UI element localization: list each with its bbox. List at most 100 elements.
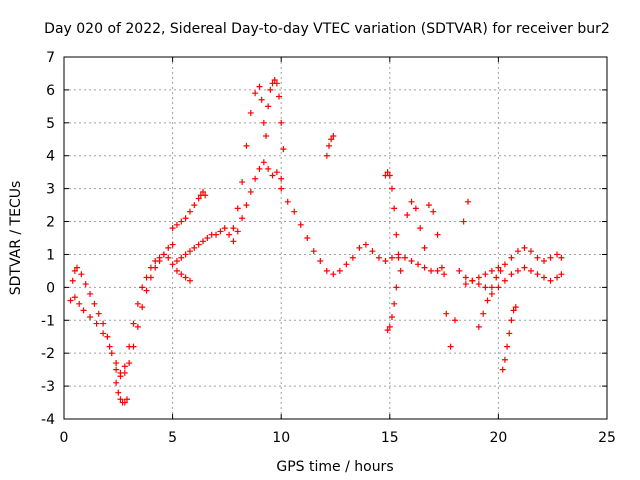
data-point-arc-d (239, 215, 246, 222)
data-point-arc-h (386, 172, 393, 179)
y-tick-label: 1 (46, 247, 55, 263)
data-point-arc-b (156, 258, 163, 265)
data-point-arc-b (147, 274, 154, 281)
data-point-arc-b (91, 300, 98, 307)
data-point-arc-k (508, 254, 515, 261)
x-tick-label: 25 (598, 430, 616, 446)
axis-ticks: 0 5 10 15 20 25 -4 -3 -2 -1 0 1 2 3 4 5 6 7 (41, 50, 616, 446)
data-point-arc-b (126, 360, 133, 367)
data-point-arc-b (108, 350, 115, 357)
data-point-arc-a (169, 261, 176, 268)
data-point-arc-a (67, 297, 74, 304)
y-tick-label: 5 (46, 116, 55, 132)
data-point-arc-l (558, 271, 565, 278)
data-point-arc-j (438, 264, 445, 271)
data-point-arc-dip (115, 389, 122, 396)
data-point-arc-a (178, 271, 185, 278)
data-point-arc-f (323, 267, 330, 274)
data-point-arc-j (430, 208, 437, 215)
data-point-arc-l (527, 267, 534, 274)
data-point-arc-d (191, 244, 198, 251)
data-point-arc-m (493, 274, 500, 281)
data-point-arc-f (402, 254, 409, 261)
data-point-arc-f (284, 198, 291, 205)
data-point-arc-l (541, 274, 548, 281)
data-point-arc-j (421, 244, 428, 251)
data-point-arc-e (278, 119, 285, 126)
data-point-arc-e (260, 119, 267, 126)
data-point-arc-b (69, 277, 76, 284)
data-point-arc-dip (113, 379, 120, 386)
data-point-arc-e (267, 86, 274, 93)
data-point-arc-e (234, 205, 241, 212)
data-point-arc-m (484, 297, 491, 304)
data-point-arc-k (475, 274, 482, 281)
y-tick-label: 4 (46, 149, 55, 165)
data-point-arc-d (221, 225, 228, 232)
data-point-arc-b (82, 281, 89, 288)
data-point-arc-k (462, 281, 469, 288)
data-point-arc-k (541, 258, 548, 265)
y-axis-label: SDTVAR / TECUs (8, 181, 24, 296)
data-point-arc-a (100, 330, 107, 337)
data-point-arc-a (130, 320, 137, 327)
data-point-arc-e (265, 103, 272, 110)
data-point-arc-l (547, 277, 554, 284)
data-point-arc-b (87, 290, 94, 297)
data-point-arc-d (260, 159, 267, 166)
data-point-arc-l (482, 284, 489, 291)
data-point-arc-i (384, 327, 391, 334)
data-point-arc-n (504, 343, 511, 350)
data-point-arc-dip (123, 396, 130, 403)
data-point-arc-k (554, 251, 561, 258)
data-point-arc-l (495, 284, 502, 291)
data-point-arc-a (186, 277, 193, 284)
data-point-arc-m (488, 284, 495, 291)
data-point-arc-b (117, 373, 124, 380)
data-point-arc-i (386, 323, 393, 330)
data-point-arc-e (258, 96, 265, 103)
data-point-arc-n (512, 304, 519, 311)
data-point-arc-k (495, 264, 502, 271)
data-point-arc-h (395, 254, 402, 261)
data-point-arc-h (388, 185, 395, 192)
data-point-arc-c (178, 218, 185, 225)
data-point-arc-j (404, 211, 411, 218)
data-point-arc-h (384, 169, 391, 176)
data-point-arc-b (104, 333, 111, 340)
data-point-arc-c (182, 215, 189, 222)
data-point-arc-d (269, 172, 276, 179)
data-point-arc-j (464, 198, 471, 205)
data-point-arc-f (349, 254, 356, 261)
data-point-arc-j (434, 231, 441, 238)
data-point-arc-f (428, 267, 435, 274)
x-tick-label: 10 (272, 430, 290, 446)
y-tick-label: -4 (41, 412, 55, 428)
chart-title: Day 020 of 2022, Sidereal Day-to-day VTE… (44, 21, 610, 37)
data-point-arc-c (173, 221, 180, 228)
data-point-arc-l (554, 274, 561, 281)
data-point-arc-e (271, 77, 278, 84)
data-point-arc-j (408, 198, 415, 205)
data-point-arc-b (152, 264, 159, 271)
y-tick-label: 6 (46, 83, 55, 99)
data-point-arc-k (547, 254, 554, 261)
data-point-arc-a (121, 363, 128, 370)
data-point-arc-b (78, 271, 85, 278)
data-point-arc-f (291, 208, 298, 215)
x-tick-label: 0 (60, 430, 69, 446)
data-point-arc-l (534, 271, 541, 278)
data-point-arc-b (134, 323, 141, 330)
data-point-arc-dip (121, 399, 128, 406)
data-point-arc-f (362, 241, 369, 248)
data-point-arc-j (412, 205, 419, 212)
data-point-arc-a (87, 313, 94, 320)
data-point-arc-j (456, 267, 463, 274)
data-point-arc-d (195, 241, 202, 248)
data-point-arc-j (460, 218, 467, 225)
data-point-arc-b (165, 244, 172, 251)
data-point-arc-f (343, 261, 350, 268)
y-tick-label: 0 (46, 280, 55, 296)
data-point-arc-k (488, 267, 495, 274)
data-point-arc-a (71, 294, 78, 301)
